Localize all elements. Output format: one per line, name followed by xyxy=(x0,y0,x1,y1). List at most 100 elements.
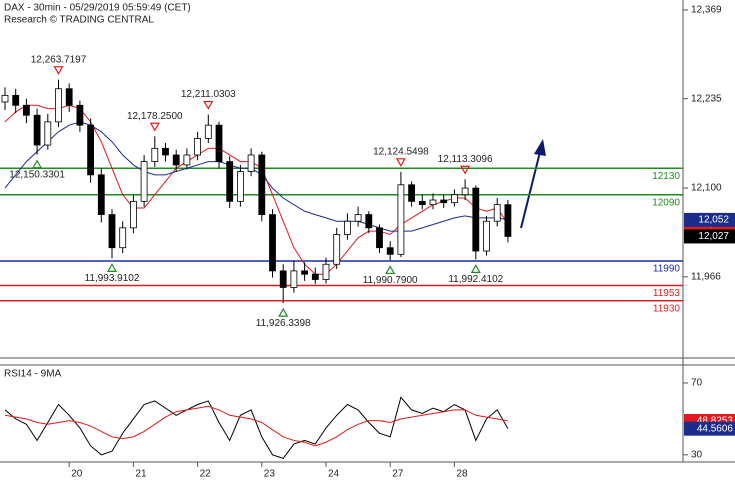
rsi-line xyxy=(4,405,508,447)
low-label: 11,926.3398 xyxy=(256,318,311,329)
candle-body xyxy=(418,200,426,206)
candle-body xyxy=(408,184,416,202)
candle-body xyxy=(354,214,362,222)
candle-body xyxy=(140,161,148,202)
arrow-line xyxy=(520,151,541,229)
high-marker xyxy=(203,100,214,110)
candle-body xyxy=(44,121,52,146)
rsi-line xyxy=(4,396,509,459)
candle-body xyxy=(279,270,287,288)
high-label: 12,124.5498 xyxy=(373,146,429,157)
candle-body xyxy=(269,214,276,272)
candle-body xyxy=(258,154,266,215)
low-marker xyxy=(385,265,396,275)
high-label: 12,113.3096 xyxy=(438,154,493,165)
low-label: 11,992.4102 xyxy=(448,274,503,285)
candle-body xyxy=(87,124,94,176)
candle-body xyxy=(22,104,30,116)
candle-body xyxy=(301,270,309,275)
candle-body xyxy=(236,171,244,202)
candle-body xyxy=(493,204,501,222)
high-marker xyxy=(149,122,160,132)
x-tick-label: 27 xyxy=(392,469,404,480)
candle-body xyxy=(376,227,383,249)
low-label: 11,990.7900 xyxy=(363,275,418,286)
x-tick-label: 22 xyxy=(200,469,212,480)
candle-body xyxy=(483,220,490,252)
level-label: 12090 xyxy=(652,197,680,208)
candle-body xyxy=(440,199,448,204)
candle-body xyxy=(215,124,223,163)
y-tick-label: 12,369 xyxy=(691,5,722,16)
price-tag-label: 48.8253 xyxy=(697,416,734,427)
candle-body xyxy=(151,147,159,163)
candle-body xyxy=(397,184,405,255)
high-marker xyxy=(395,158,406,168)
candle-body xyxy=(76,104,84,126)
x-tick-label: 24 xyxy=(328,469,340,480)
price-tag-label: 12,027 xyxy=(698,231,729,242)
candle-body xyxy=(204,124,212,139)
chart-title: DAX - 30min - 05/29/2019 05:59:49 (CET) xyxy=(4,3,191,14)
candle-body xyxy=(461,187,469,196)
candle-body xyxy=(194,138,202,156)
high-marker xyxy=(460,165,471,175)
low-marker xyxy=(106,263,118,272)
low-label: 11,993.9102 xyxy=(85,273,140,284)
low-marker xyxy=(470,264,481,273)
low-label: 12,150.3301 xyxy=(9,169,65,180)
candle-body xyxy=(365,214,373,229)
low-marker xyxy=(32,159,43,169)
x-tick-label: 20 xyxy=(71,469,83,480)
price-tag-label: 12,052 xyxy=(698,215,729,226)
candle-body xyxy=(504,204,512,237)
candle-body xyxy=(429,199,437,206)
x-tick-label: 21 xyxy=(135,469,147,480)
candle-body xyxy=(290,270,298,288)
y-tick-label: 12,235 xyxy=(691,93,722,104)
candle-body xyxy=(97,174,105,215)
candle-body xyxy=(33,114,41,146)
price-tag xyxy=(684,229,735,244)
price-tag xyxy=(684,421,735,436)
level-label: 12130 xyxy=(652,171,680,182)
arrow-head xyxy=(534,139,546,156)
candle-body xyxy=(226,161,234,202)
high-label: 12,178.2500 xyxy=(127,111,183,122)
candle-body xyxy=(322,263,330,280)
chart-subtitle: Research © TRADING CENTRAL xyxy=(4,15,154,26)
x-tick-label: 28 xyxy=(456,469,468,480)
candle-body xyxy=(450,194,458,204)
high-marker xyxy=(53,66,64,75)
candle-body xyxy=(1,94,9,103)
candle-body xyxy=(172,154,180,166)
forecast-arrow xyxy=(520,139,546,229)
candle-body xyxy=(333,234,341,265)
x-tick-label: 23 xyxy=(264,469,276,480)
low-marker xyxy=(278,307,289,317)
candle-body xyxy=(65,88,73,106)
candle-body xyxy=(129,200,137,229)
moving-average xyxy=(4,104,509,275)
candle-body xyxy=(162,147,169,156)
price-tag-label: 44.5606 xyxy=(697,423,734,434)
panel-title: RSI14 - 9MA xyxy=(4,369,62,380)
y-tick-label: 30 xyxy=(691,449,703,460)
level-label: 11953 xyxy=(653,288,681,299)
candle-body xyxy=(55,88,62,123)
y-tick-label: 70 xyxy=(691,378,703,389)
high-label: 12,211.0303 xyxy=(181,89,236,100)
high-label: 12,263.7197 xyxy=(31,54,87,65)
candle-body xyxy=(119,227,127,249)
y-tick-label: 11,966 xyxy=(691,271,721,282)
candle-body xyxy=(386,247,394,255)
level-label: 11930 xyxy=(653,303,681,314)
price-tag xyxy=(684,212,735,227)
candle-body xyxy=(12,94,20,106)
level-label: 11990 xyxy=(653,264,681,275)
candle-body xyxy=(108,214,116,249)
candle-body xyxy=(311,273,319,280)
candle-body xyxy=(343,220,351,235)
candle-body xyxy=(183,154,191,166)
